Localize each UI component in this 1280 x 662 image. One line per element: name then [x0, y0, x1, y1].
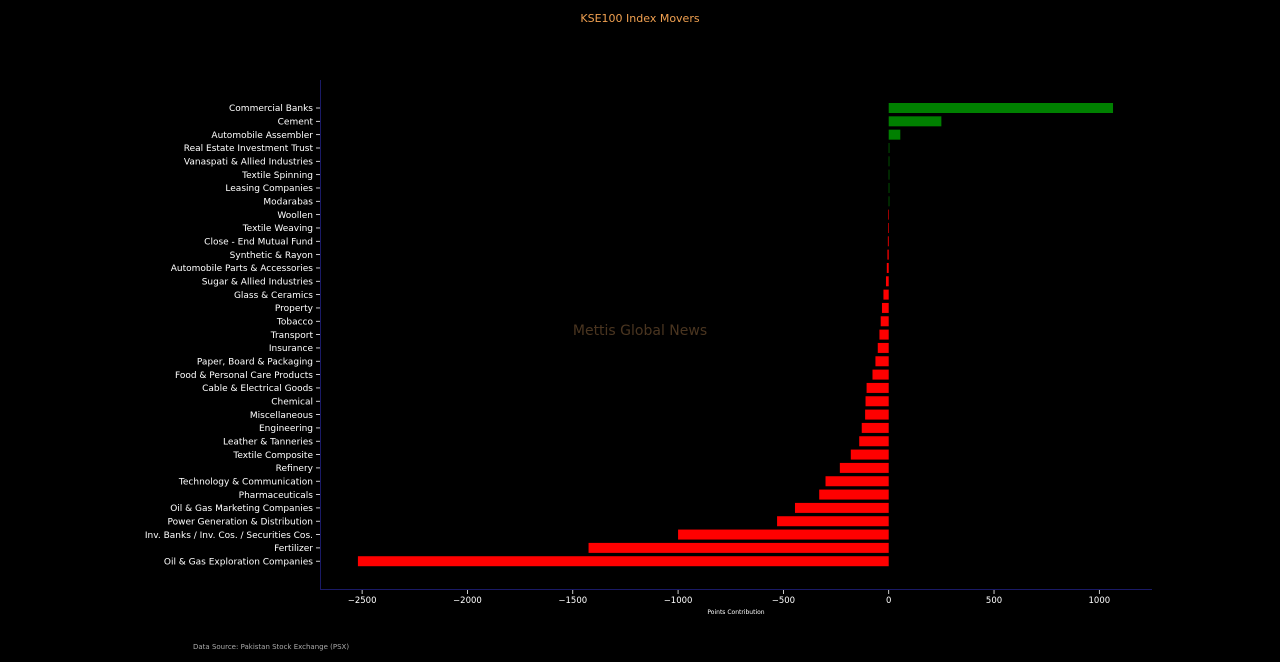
category-label: Miscellaneous	[250, 411, 313, 421]
bar	[588, 542, 889, 553]
bar	[865, 409, 889, 420]
chart-title: KSE100 Index Movers	[580, 12, 699, 25]
x-tick-label: 1000	[1089, 596, 1111, 606]
category-label: Glass & Ceramics	[234, 291, 313, 301]
bar	[888, 129, 901, 140]
category-label: Food & Personal Care Products	[175, 371, 313, 381]
x-tick-label: 0	[886, 596, 891, 606]
bar	[825, 476, 889, 487]
category-label: Property	[275, 304, 314, 314]
category-label: Oil & Gas Marketing Companies	[170, 504, 313, 514]
category-label: Technology & Communication	[178, 477, 313, 487]
bar	[866, 382, 889, 393]
category-label: Engineering	[259, 424, 313, 434]
category-label: Real Estate Investment Trust	[184, 144, 314, 154]
x-axis-label: Points Contribution	[707, 609, 764, 616]
category-label: Cable & Electrical Goods	[202, 384, 313, 394]
bar	[880, 316, 889, 327]
category-label: Textile Spinning	[241, 171, 313, 181]
bar	[888, 156, 890, 167]
category-label: Vanaspati & Allied Industries	[184, 158, 313, 168]
category-label: Refinery	[276, 464, 314, 474]
bar	[819, 489, 889, 500]
category-labels: Commercial Banks Cement Automobile Assembl…	[145, 104, 320, 567]
bar	[888, 209, 889, 220]
bar	[839, 462, 889, 473]
bar	[888, 196, 890, 207]
bar	[865, 396, 889, 407]
bar	[875, 356, 889, 367]
category-label: Synthetic & Rayon	[230, 251, 313, 261]
bar	[888, 142, 890, 153]
category-label: Leasing Companies	[225, 184, 313, 194]
bar	[879, 329, 889, 340]
category-label: Pharmaceuticals	[239, 491, 314, 501]
bar	[881, 302, 889, 313]
bar	[888, 169, 890, 180]
category-label: Automobile Assembler	[211, 131, 313, 141]
bar	[883, 289, 889, 300]
bar	[887, 236, 889, 247]
category-label: Chemical	[271, 397, 313, 407]
x-tick-label: −2000	[453, 596, 482, 606]
category-label: Fertilizer	[274, 544, 313, 554]
category-label: Tobacco	[276, 317, 314, 327]
category-label: Close - End Mutual Fund	[204, 238, 313, 248]
bar	[888, 103, 1114, 113]
bar	[888, 116, 942, 127]
category-label: Cement	[278, 118, 314, 128]
category-label: Commercial Banks	[229, 104, 313, 114]
x-tick-label: −500	[772, 596, 795, 606]
category-label: Textile Composite	[232, 451, 313, 461]
x-tick-label: −1500	[558, 596, 587, 606]
bar	[885, 276, 889, 287]
bar	[887, 249, 889, 260]
x-tick-label: −1000	[664, 596, 693, 606]
bar	[888, 222, 889, 233]
bar	[777, 516, 889, 527]
bars-group	[357, 103, 1114, 567]
category-label: Woollen	[277, 211, 313, 221]
bar	[794, 502, 889, 513]
bar	[888, 182, 890, 193]
category-label: Insurance	[269, 344, 314, 354]
category-label: Automobile Parts & Accessories	[171, 264, 314, 274]
x-ticks: −2500 −2000 −1500 −1000 −500 0 500 1000	[348, 590, 1110, 606]
category-label: Transport	[270, 331, 314, 341]
category-label: Leather & Tanneries	[223, 437, 313, 447]
bar	[850, 449, 889, 460]
category-label: Textile Weaving	[242, 224, 313, 234]
category-label: Inv. Banks / Inv. Cos. / Securities Cos.	[145, 531, 313, 541]
x-tick-label: 500	[986, 596, 1002, 606]
bar	[678, 529, 889, 540]
source-note: Data Source: Pakistan Stock Exchange (PS…	[193, 643, 349, 651]
bar	[886, 262, 889, 273]
bar	[872, 369, 889, 380]
bar	[859, 436, 889, 447]
x-tick-label: −2500	[348, 596, 377, 606]
watermark: Mettis Global News	[573, 323, 707, 339]
bar	[877, 342, 889, 353]
category-label: Paper, Board & Packaging	[197, 357, 313, 367]
category-label: Power Generation & Distribution	[167, 517, 313, 527]
category-label: Modarabas	[263, 198, 313, 208]
category-label: Sugar & Allied Industries	[202, 277, 314, 287]
bar	[357, 556, 889, 567]
category-label: Oil & Gas Exploration Companies	[164, 557, 313, 567]
bar	[861, 422, 889, 433]
